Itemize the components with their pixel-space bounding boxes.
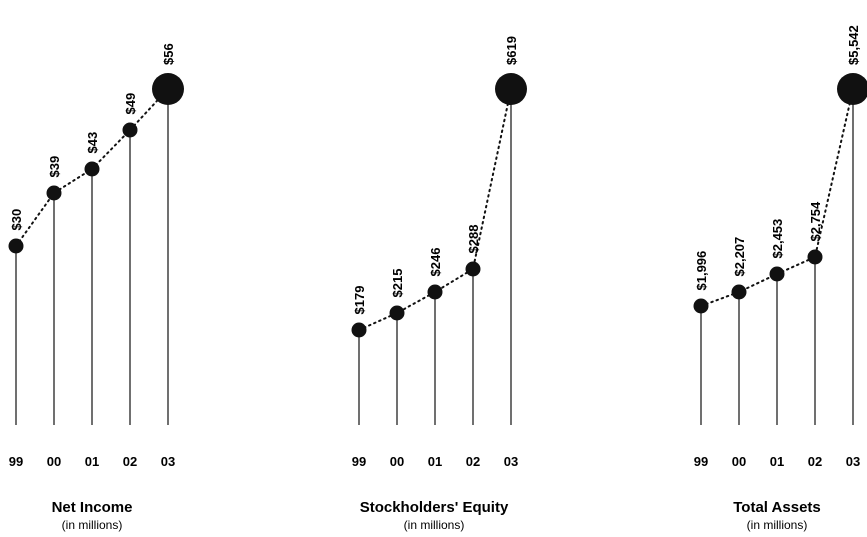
net-income-point-00 [46, 185, 62, 201]
net-income-point-02 [122, 122, 138, 138]
stockholders-equity-point-01 [427, 284, 443, 300]
stockholders-equity-value-label-99: $179 [352, 286, 367, 315]
net-income-tick-label-00: 00 [47, 454, 61, 469]
total-assets-point-02 [807, 249, 823, 265]
chart-subtitle-total-assets: (in millions) [747, 518, 808, 532]
net-income-tick-label-99: 99 [9, 454, 23, 469]
total-assets-value-label-00: $2,207 [732, 237, 747, 277]
stockholders-equity-tick-label-01: 01 [428, 454, 442, 469]
total-assets-tick-label-00: 00 [732, 454, 746, 469]
stockholders-equity-tick-label-00: 00 [390, 454, 404, 469]
total-assets-tick-label-01: 01 [770, 454, 784, 469]
stockholders-equity-tick-label-03: 03 [504, 454, 518, 469]
net-income-value-label-02: $49 [123, 93, 138, 115]
net-income-tick-label-03: 03 [161, 454, 175, 469]
stockholders-equity-point-02 [465, 261, 481, 277]
total-assets-point-03 [837, 73, 867, 105]
total-assets-point-99 [693, 298, 709, 314]
stockholders-equity-value-label-02: $288 [466, 225, 481, 254]
chart-title-stockholders-equity: Stockholders' Equity [360, 499, 509, 516]
net-income-tick-label-02: 02 [123, 454, 137, 469]
total-assets-point-00 [731, 284, 747, 300]
chart-title-total-assets: Total Assets [733, 499, 821, 516]
stockholders-equity-tick-label-02: 02 [466, 454, 480, 469]
stockholders-equity-tick-label-99: 99 [352, 454, 366, 469]
stockholders-equity-point-00 [389, 305, 405, 321]
net-income-value-label-99: $30 [9, 209, 24, 231]
chart-title-net-income: Net Income [52, 499, 133, 516]
net-income-point-01 [84, 161, 100, 177]
net-income-value-label-03: $56 [161, 43, 176, 65]
chart-subtitle-stockholders-equity: (in millions) [404, 518, 465, 532]
total-assets-tick-label-99: 99 [694, 454, 708, 469]
net-income-point-03 [152, 73, 184, 105]
stockholders-equity-value-label-03: $619 [504, 36, 519, 65]
total-assets-value-label-01: $2,453 [770, 219, 785, 259]
stockholders-equity-value-label-01: $246 [428, 248, 443, 277]
total-assets-value-label-02: $2,754 [808, 201, 823, 242]
total-assets-tick-label-03: 03 [846, 454, 860, 469]
total-assets-value-label-99: $1,996 [694, 251, 709, 291]
total-assets-value-label-03: $5,542 [846, 25, 861, 65]
stockholders-equity-point-99 [351, 322, 367, 338]
net-income-tick-label-01: 01 [85, 454, 99, 469]
stockholders-equity-point-03 [495, 73, 527, 105]
stockholders-equity-trend-line [358, 88, 512, 331]
stockholders-equity-value-label-00: $215 [390, 269, 405, 298]
net-income-value-label-01: $43 [85, 132, 100, 154]
net-income-value-label-00: $39 [47, 156, 62, 178]
total-assets-point-01 [769, 266, 785, 282]
net-income-chart: $30 99 $39 00 $43 01 $49 02 $56 03 [8, 43, 184, 469]
net-income-point-99 [8, 238, 24, 254]
stockholders-equity-chart: $179 99 $215 00 $246 01 $288 02 $619 03 [351, 36, 527, 469]
total-assets-tick-label-02: 02 [808, 454, 822, 469]
chart-subtitle-net-income: (in millions) [62, 518, 123, 532]
total-assets-chart: $1,996 99 $2,207 00 $2,453 01 $2,754 02 $5,542 03 [693, 25, 867, 469]
